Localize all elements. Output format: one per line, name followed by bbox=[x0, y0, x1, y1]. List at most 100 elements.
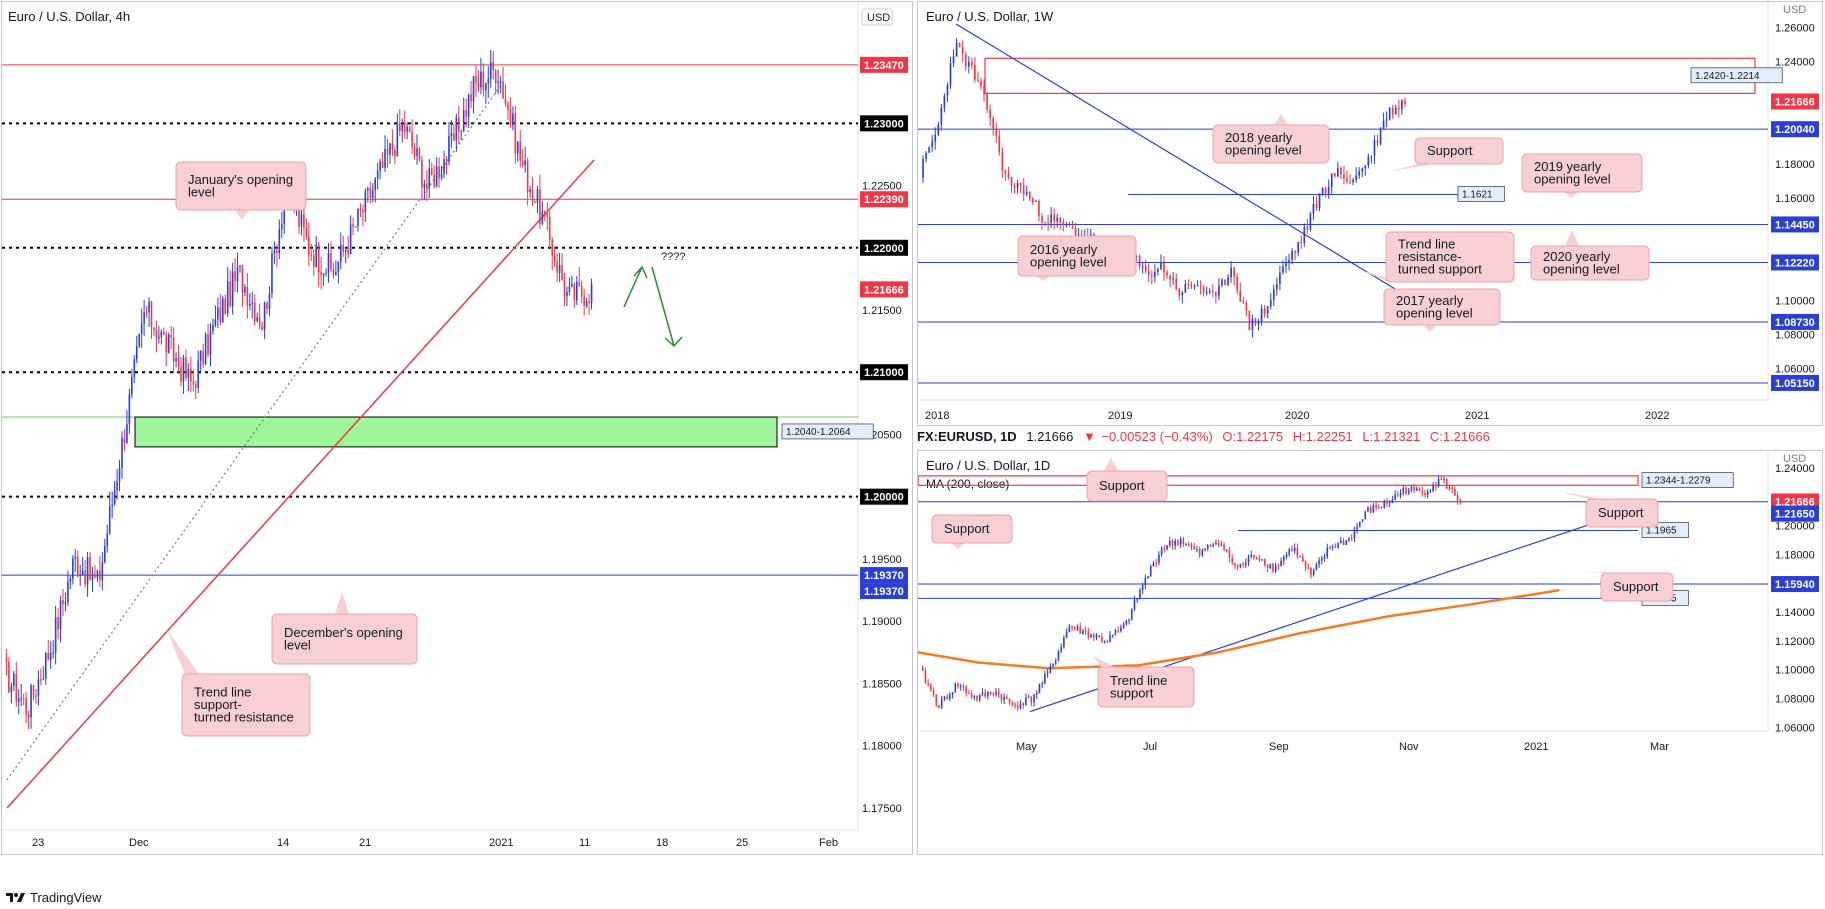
candle-4h bbox=[489, 62, 492, 79]
time-tick-1d: May bbox=[1016, 741, 1037, 753]
callout-support-1d-top[interactable]: Support bbox=[1086, 458, 1168, 502]
callout-2019-opening[interactable]: 2019 yearly opening level bbox=[1521, 153, 1643, 198]
callout-trendline-4h[interactable]: Trend line support-turned resistance bbox=[167, 630, 311, 737]
price-tick-4h: 1.18500 bbox=[862, 678, 902, 690]
candle-4h bbox=[72, 558, 74, 579]
callout-2020-opening-line: 2020 yearly bbox=[1543, 249, 1611, 264]
currency-badge-4h[interactable] bbox=[861, 8, 893, 26]
time-tick-1w: 2019 bbox=[1108, 410, 1132, 422]
candle-1d bbox=[1380, 507, 1383, 509]
candle-1d bbox=[1299, 556, 1301, 558]
price-tag-1d: 1.15940 bbox=[1775, 579, 1815, 591]
ma-indicator-label[interactable]: MA (200, close) bbox=[926, 477, 1009, 491]
candle-1d bbox=[1269, 563, 1272, 568]
candle-1w bbox=[1071, 226, 1074, 228]
candle-1w bbox=[1160, 262, 1162, 269]
candle-1d bbox=[1296, 547, 1299, 557]
candle-1w bbox=[1257, 321, 1260, 324]
candle-1d bbox=[1407, 490, 1410, 494]
callout-2017-opening[interactable]: 2017 yearly opening level bbox=[1383, 288, 1501, 332]
candle-1w bbox=[1211, 290, 1214, 292]
candle-1d bbox=[1101, 636, 1103, 642]
candle-1d bbox=[1456, 495, 1459, 501]
candle-1w bbox=[1385, 119, 1388, 121]
chart-panel-1d[interactable]: Euro / U.S. Dollar, 1D MA (200, close) U… bbox=[917, 450, 1823, 855]
candle-4h bbox=[480, 71, 482, 88]
candle-4h bbox=[406, 126, 408, 132]
candle-4h bbox=[539, 189, 541, 224]
callout-support-1d-right2[interactable]: Support bbox=[1578, 571, 1674, 602]
callout-trend-1d[interactable]: Trend line support bbox=[1093, 656, 1195, 708]
chart-1d-canvas[interactable]: Euro / U.S. Dollar, 1D MA (200, close) U… bbox=[917, 451, 1822, 854]
callout-2020-opening[interactable]: 2020 yearly opening level bbox=[1530, 230, 1650, 281]
candle-4h bbox=[408, 126, 411, 133]
level-label-1621: 1.1621 bbox=[1462, 189, 1493, 200]
candle-1d bbox=[1448, 487, 1451, 489]
candle-4h bbox=[578, 281, 581, 286]
symbol-name[interactable]: FX:EURUSD, 1D bbox=[917, 429, 1017, 444]
candle-1d bbox=[1228, 549, 1231, 558]
callout-december-opening[interactable]: December's opening level bbox=[271, 592, 418, 665]
callout-january-opening-line: level bbox=[188, 184, 215, 199]
candle-1d bbox=[1163, 547, 1166, 550]
candle-1d bbox=[1454, 489, 1456, 496]
candle-1d bbox=[1035, 692, 1038, 695]
price-tick-1d: 1.18000 bbox=[1775, 549, 1815, 561]
candle-1d bbox=[959, 686, 962, 688]
candle-1w bbox=[1007, 173, 1010, 178]
candle-1d bbox=[1304, 561, 1307, 568]
trendline-1w bbox=[955, 23, 1431, 311]
callout-trend-1w[interactable]: Trend line resistance-turned support bbox=[1360, 231, 1515, 283]
candle-1w bbox=[1190, 284, 1193, 287]
candle-1w bbox=[1135, 255, 1138, 257]
candle-1d bbox=[1158, 554, 1160, 563]
candle-1w bbox=[1282, 266, 1284, 273]
callout-2018-opening[interactable]: 2018 yearly opening level bbox=[1212, 114, 1330, 164]
callout-2016-opening[interactable]: 2016 yearly opening level bbox=[1017, 235, 1137, 281]
candle-1w bbox=[1050, 214, 1052, 223]
candle-4h bbox=[330, 252, 332, 269]
candle-4h bbox=[143, 312, 145, 324]
chart-4h-canvas[interactable]: Euro / U.S. Dollar, 4h USD 1.23000 1.2250… bbox=[2, 2, 912, 854]
price-tag-4h-bg bbox=[860, 488, 908, 505]
candle-1d bbox=[1383, 501, 1386, 508]
candle-1w bbox=[1184, 284, 1187, 293]
candle-1d bbox=[978, 694, 981, 701]
candle-1d bbox=[1421, 491, 1424, 493]
tradingview-footer[interactable]: TradingView bbox=[4, 888, 102, 906]
candle-4h bbox=[194, 383, 197, 388]
callout-support-1d-right[interactable]: Support bbox=[1558, 491, 1659, 528]
price-tick-1w: 1.06000 bbox=[1775, 363, 1815, 375]
candle-1w bbox=[995, 129, 998, 136]
candle-1d bbox=[940, 698, 943, 708]
chart-1w-canvas[interactable]: Euro / U.S. Dollar, 1W USD 1.26000 1.2400… bbox=[918, 2, 1825, 425]
candle-1w bbox=[1138, 255, 1141, 267]
candle-4h bbox=[374, 178, 377, 191]
candle-1w bbox=[1218, 285, 1220, 296]
price-tag-4h-bg bbox=[860, 239, 908, 256]
callout-support-1w[interactable]: Support bbox=[1388, 137, 1504, 172]
candle-4h bbox=[32, 685, 35, 696]
callout-support-1d-right2-text: Support bbox=[1613, 579, 1659, 594]
candle-4h bbox=[445, 159, 448, 162]
candle-1d bbox=[1087, 631, 1090, 638]
candle-4h bbox=[413, 147, 416, 156]
candle-1w bbox=[934, 134, 937, 142]
callout-january-opening[interactable]: January's opening level bbox=[175, 161, 307, 220]
callout-support-1d-left[interactable]: Support bbox=[931, 514, 1013, 549]
price-tag-4h-bg bbox=[860, 364, 908, 381]
chart-panel-4h[interactable]: Euro / U.S. Dollar, 4h USD 1.23000 1.2250… bbox=[1, 1, 913, 855]
candle-1w bbox=[940, 107, 943, 125]
projection-arrow-down bbox=[651, 266, 675, 347]
candle-1d bbox=[1068, 626, 1071, 633]
candle-1d bbox=[995, 691, 997, 695]
candle-4h bbox=[266, 302, 268, 309]
candle-4h bbox=[421, 160, 423, 188]
candle-4h bbox=[121, 438, 123, 469]
chart-panel-1w[interactable]: Euro / U.S. Dollar, 1W USD 1.26000 1.2400… bbox=[917, 1, 1825, 426]
candle-1d bbox=[1166, 545, 1168, 550]
candle-1w bbox=[937, 124, 940, 135]
candle-4h bbox=[67, 581, 69, 603]
candle-1d bbox=[924, 670, 927, 684]
candle-4h bbox=[504, 98, 507, 104]
